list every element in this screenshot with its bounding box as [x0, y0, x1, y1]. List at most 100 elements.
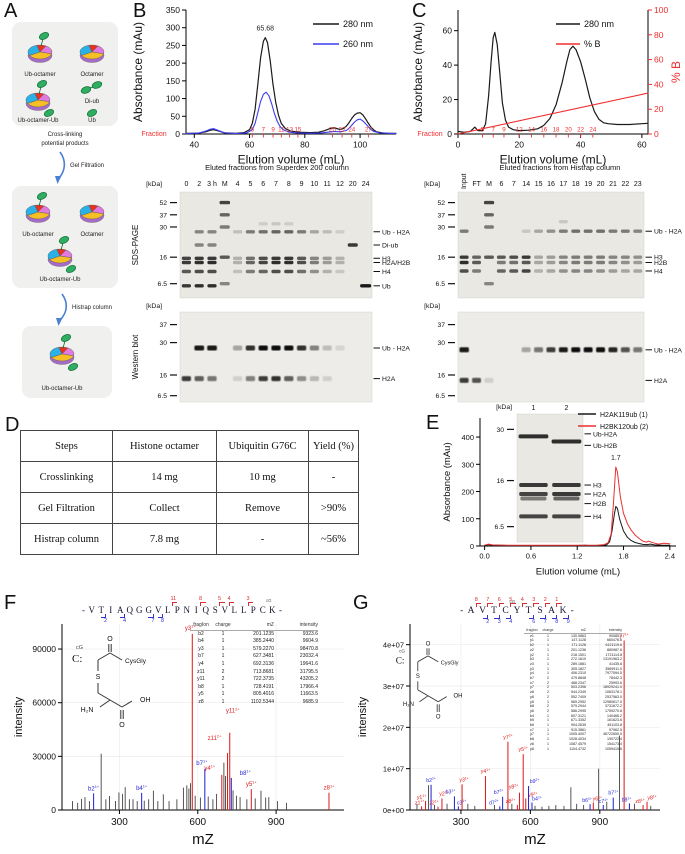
b-ion-bracket [100, 613, 106, 618]
gel-band [194, 260, 204, 265]
peak-label-base: b3 [446, 789, 452, 795]
gel-band [245, 376, 255, 382]
sequence-dash: - [279, 605, 282, 615]
y-ion-number: 8 [474, 597, 478, 603]
y-ion-bracket [521, 602, 528, 607]
peak-label-z8: z81+ [635, 798, 644, 805]
fragment-cell: 171.1128 [571, 643, 586, 648]
b-ion-bracket [540, 614, 546, 619]
fragment-cell: c7 [530, 727, 534, 732]
x-tick-label: 0.0 [479, 552, 489, 561]
peak-label-base: c7 [599, 799, 605, 805]
gel-band [521, 347, 531, 353]
peak-label-y7: y72+ [503, 734, 512, 741]
fraction-number: 5 [251, 127, 255, 134]
fragment-cell: 1102.5344 [250, 698, 274, 705]
fragment-cell: 1 [547, 638, 549, 643]
trace-1 [484, 466, 671, 546]
axes [479, 418, 676, 547]
fragment-table-row: y11 2 722.3735 43205.2 [190, 676, 318, 684]
fragment-table-row: y5 1 569.2952 12980617.0 [524, 700, 622, 705]
b-ion-bracket [505, 614, 512, 619]
y-tick-label: 60 [443, 26, 453, 36]
fragment-table-row: b8 2 579.2944 3731672.2 [524, 704, 622, 709]
fragment-cell: 503.2396 [571, 685, 586, 690]
gel-band [322, 230, 332, 234]
sequence-dash: - [460, 606, 464, 616]
table-cell: Yield (%) [308, 430, 359, 462]
peak-label-b4: b41+ [136, 783, 148, 791]
y-tick-label: 50 [171, 111, 181, 121]
fragment-cell: b8 [530, 704, 534, 709]
lane-label: 18 [572, 181, 580, 188]
gel-band [271, 230, 281, 234]
gel-band [472, 260, 481, 265]
y-tick-label: 300 [166, 23, 180, 33]
gel-band [551, 439, 582, 444]
fragment-cell: 1 [547, 713, 549, 718]
peak-label-c7: c71+ [599, 798, 608, 805]
y-tick-label: 150 [166, 76, 180, 86]
fragment-cell: c7 [530, 680, 534, 685]
table-cell: Ubiquitin G76C [216, 430, 309, 462]
x-axis-title: Elution volume (mL) [500, 153, 607, 167]
lane-label: 7 [512, 181, 516, 188]
residue-L: L [165, 605, 171, 615]
gel-band [322, 376, 332, 382]
peak-label-charge: 1+ [625, 632, 629, 636]
chromatogram-e: 0 100 200 300 400 0.0 0.6 1.2 1.8 2.4 H2AK119ub (1… [442, 412, 676, 578]
residue-A: A [467, 606, 475, 616]
gel-band [297, 230, 307, 234]
panel-a-diagram: Ub-octamer Octamer Di-ub Ub-octamer-Ub Ub Cro… [12, 22, 118, 398]
gel-band [233, 230, 243, 234]
gel-band [546, 347, 556, 353]
y-ion-number: 8 [199, 596, 203, 602]
y-ion-bracket [533, 602, 539, 607]
fragment-cell: 130.0863 [571, 633, 586, 638]
gel-band [509, 269, 519, 273]
fragment-cell: 1 [221, 660, 225, 667]
fraction-number: 12 [516, 127, 523, 134]
fragment-cell: mZ [266, 622, 274, 628]
peak-label-base: b4 [136, 786, 143, 792]
y-tick-label: 400 [461, 433, 474, 442]
band-label: Ub-H2B [593, 443, 618, 450]
gel-band [271, 269, 281, 274]
lane-label: 11 [324, 181, 331, 188]
peak-label-charge: 1+ [435, 800, 439, 804]
band-label: H2B [593, 501, 607, 508]
peak-label-charge: 1+ [191, 623, 196, 628]
lane-label: 21 [609, 181, 617, 188]
fragment-table-row: z8 2 544.2349 1063178.1 [524, 690, 622, 695]
diagram-label: Octamer [80, 72, 103, 78]
b-ion-number: 2 [103, 618, 107, 624]
y-axis-title: Absorbance (mAu) [411, 22, 425, 122]
band-label: H2A [593, 492, 607, 499]
kda-label: 30 [437, 340, 445, 347]
b-ion-bracket [482, 614, 489, 619]
gel-band [297, 376, 307, 382]
peak-label-base: y3 [459, 777, 465, 783]
gel-band [484, 213, 494, 217]
ub-stem [60, 242, 64, 251]
fragment-cell: y3 [198, 645, 204, 652]
fragment-cell: 98470.8 [299, 645, 318, 652]
x-axis-title: Elution volume (mL) [536, 567, 620, 578]
gel-band [309, 269, 319, 274]
lane-label: M [486, 181, 492, 188]
gel-band [297, 256, 307, 260]
y-tick-label: 60000 [32, 698, 56, 708]
fragment-cell: y7 [530, 732, 534, 737]
gel-band [472, 269, 481, 273]
y-tick-label: 0 [51, 805, 56, 815]
fragment-cell: 1 [547, 657, 549, 662]
peak-label-base: y8 [647, 796, 653, 802]
gel-band [608, 269, 618, 273]
table-row: Gel Filtration Collect Remove >90% [20, 492, 359, 524]
fragment-cell: 78442.3 [609, 676, 622, 681]
fragment-cell: 406.2310 [571, 671, 586, 676]
fragment-cell: 1759270.8 [605, 708, 622, 713]
peak-label-base: y1 [417, 795, 423, 801]
